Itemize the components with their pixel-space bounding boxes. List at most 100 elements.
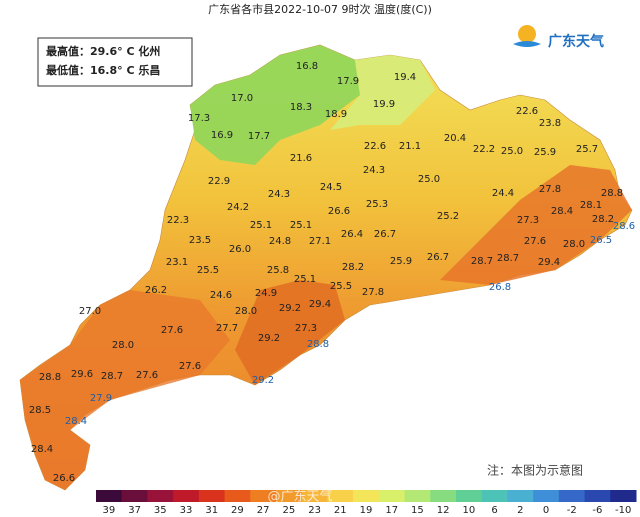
station-temp: 27.8 bbox=[539, 184, 561, 195]
station-temp: 25.7 bbox=[576, 144, 598, 155]
station-temp: 26.2 bbox=[145, 285, 167, 296]
station-temp: 27.9 bbox=[90, 393, 112, 404]
station-temp: 21.6 bbox=[290, 153, 312, 164]
station-temp: 28.0 bbox=[235, 306, 257, 317]
logo: 广东天气 bbox=[513, 25, 604, 50]
legend-swatch bbox=[327, 490, 354, 502]
station-temp: 28.2 bbox=[342, 262, 364, 273]
note: 注：本图为示意图 bbox=[487, 463, 583, 478]
station-temp: 28.7 bbox=[471, 256, 493, 267]
legend-swatch bbox=[96, 490, 123, 502]
legend-label: 37 bbox=[128, 505, 141, 516]
station-temp: 28.7 bbox=[101, 371, 123, 382]
legend-swatch bbox=[404, 490, 431, 502]
legend-swatch bbox=[353, 490, 380, 502]
warm-region bbox=[20, 290, 230, 490]
station-temp: 17.7 bbox=[248, 131, 270, 142]
station-temp: 28.8 bbox=[39, 372, 61, 383]
station-temp: 26.6 bbox=[328, 206, 350, 217]
station-temp: 29.2 bbox=[258, 333, 280, 344]
legend-label: -6 bbox=[592, 505, 602, 516]
station-temp: 24.4 bbox=[492, 188, 514, 199]
station-temp: 27.7 bbox=[216, 323, 238, 334]
station-temp: 28.4 bbox=[551, 206, 573, 217]
watermark: @广东天气 bbox=[267, 489, 332, 505]
station-temp: 29.4 bbox=[309, 299, 331, 310]
legend-swatch bbox=[378, 490, 406, 502]
legend-swatch bbox=[121, 490, 148, 502]
station-temp: 18.3 bbox=[290, 102, 312, 113]
station-temp: 26.7 bbox=[427, 252, 449, 263]
legend-label: 19 bbox=[360, 505, 373, 516]
legend-label: 27 bbox=[257, 505, 270, 516]
station-temp: 25.5 bbox=[330, 281, 352, 292]
station-temp: 17.3 bbox=[188, 113, 210, 124]
legend-swatch bbox=[147, 490, 174, 502]
station-temp: 22.3 bbox=[167, 215, 189, 226]
legend-swatch bbox=[250, 490, 277, 502]
station-temp: 28.6 bbox=[613, 221, 635, 232]
station-temp: 29.4 bbox=[538, 257, 560, 268]
station-temp: 27.6 bbox=[136, 370, 158, 381]
station-temp: 18.9 bbox=[325, 109, 347, 120]
legend-swatch bbox=[301, 490, 328, 502]
station-temp: 24.9 bbox=[255, 288, 277, 299]
station-temp: 24.2 bbox=[227, 202, 249, 213]
legend-label: 33 bbox=[180, 505, 193, 516]
legend-swatch bbox=[610, 490, 637, 502]
station-temp: 26.8 bbox=[489, 282, 511, 293]
legend-label: -2 bbox=[567, 505, 577, 516]
station-temp: 26.0 bbox=[229, 244, 251, 255]
warm-region bbox=[235, 280, 345, 385]
station-temp: 19.9 bbox=[373, 99, 395, 110]
station-temp: 17.9 bbox=[337, 76, 359, 87]
station-temp: 24.3 bbox=[268, 189, 290, 200]
station-temp: 28.8 bbox=[307, 339, 329, 350]
station-temp: 26.6 bbox=[53, 473, 75, 484]
station-temp: 26.7 bbox=[374, 229, 396, 240]
station-temp: 22.2 bbox=[473, 144, 495, 155]
station-temp: 28.4 bbox=[65, 416, 87, 427]
station-temp: 24.3 bbox=[363, 165, 385, 176]
station-temp: 28.8 bbox=[601, 188, 623, 199]
station-temp: 25.9 bbox=[534, 147, 556, 158]
station-temp: 25.1 bbox=[294, 274, 316, 285]
station-temp: 28.0 bbox=[563, 239, 585, 250]
station-temp: 16.8 bbox=[296, 61, 318, 72]
station-temp: 23.1 bbox=[166, 257, 188, 268]
legend-label: 10 bbox=[462, 505, 475, 516]
station-temp: 25.3 bbox=[366, 199, 388, 210]
legend-label: 29 bbox=[231, 505, 244, 516]
legend-swatch bbox=[198, 490, 226, 502]
title: 广东省各市县2022-10-07 9时次 温度(度(C)) bbox=[208, 2, 432, 16]
warm-region bbox=[440, 165, 632, 285]
legend-label: 35 bbox=[154, 505, 167, 516]
legend-swatch bbox=[173, 490, 200, 502]
station-temp: 27.3 bbox=[517, 215, 539, 226]
station-temp: 25.1 bbox=[290, 220, 312, 231]
station-temp: 28.7 bbox=[497, 253, 519, 264]
station-temp: 27.8 bbox=[362, 287, 384, 298]
legend-label: 12 bbox=[437, 505, 450, 516]
station-temp: 25.0 bbox=[418, 174, 440, 185]
legend-label: 2 bbox=[517, 505, 523, 516]
max-value: 最高值：29.6° C 化州 bbox=[46, 44, 160, 58]
station-temp: 29.6 bbox=[71, 369, 93, 380]
station-temp: 25.0 bbox=[501, 146, 523, 157]
station-temp: 26.4 bbox=[341, 229, 363, 240]
station-temp: 25.5 bbox=[197, 265, 219, 276]
legend-label: 21 bbox=[334, 505, 347, 516]
station-temp: 25.9 bbox=[390, 256, 412, 267]
station-temp: 24.5 bbox=[320, 182, 342, 193]
legend-label: 6 bbox=[491, 505, 497, 516]
legend-label: 0 bbox=[543, 505, 549, 516]
legend-label: 17 bbox=[385, 505, 398, 516]
station-temp: 26.5 bbox=[590, 235, 612, 246]
station-temp: 29.2 bbox=[279, 303, 301, 314]
legend: 39 37 35 33 31 29 27 25 23 21 19 17 15 12 10 6 2 0 -2 -6 -10 bbox=[96, 490, 637, 516]
legend-swatch bbox=[533, 490, 560, 502]
station-temp: 28.4 bbox=[31, 444, 53, 455]
station-temp: 19.4 bbox=[394, 72, 416, 83]
